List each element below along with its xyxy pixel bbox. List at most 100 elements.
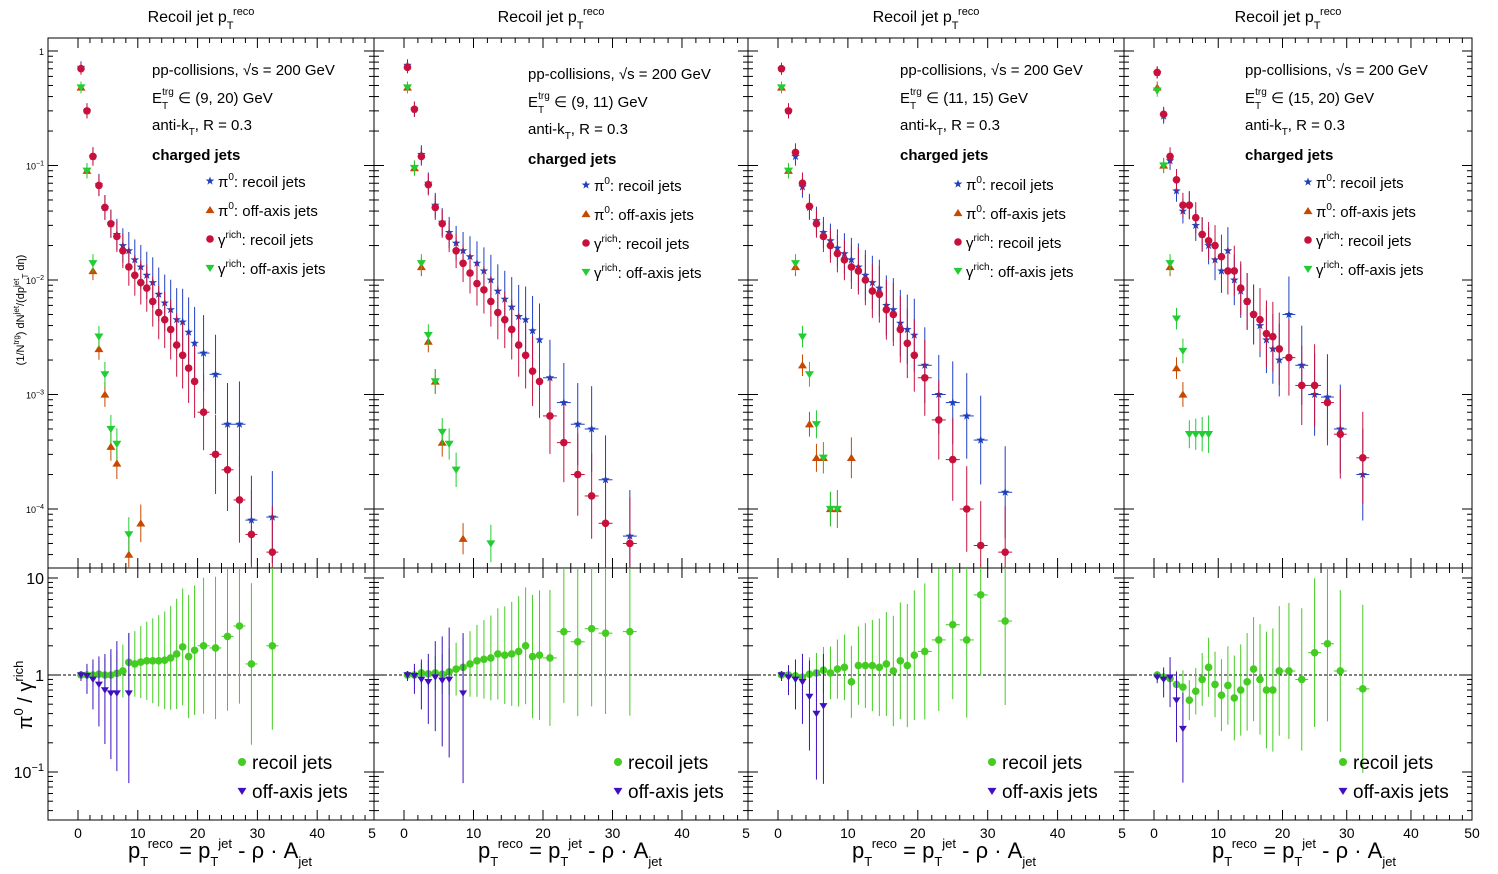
data-point xyxy=(247,660,256,668)
data-point xyxy=(410,673,419,680)
data-point xyxy=(1230,267,1239,275)
data-point xyxy=(106,425,116,434)
data-point xyxy=(545,373,555,382)
data-point xyxy=(268,548,277,556)
legend-marker xyxy=(953,267,963,276)
data-point xyxy=(1236,284,1245,292)
x-tick-label: 40 xyxy=(1403,825,1419,841)
y-tick-label: 10−1 xyxy=(26,161,44,172)
data-point xyxy=(1310,648,1319,657)
data-point xyxy=(154,657,163,665)
data-point xyxy=(166,654,175,662)
ratio-recoil-series xyxy=(77,568,279,745)
data-point xyxy=(494,650,502,658)
data-point xyxy=(131,660,139,668)
legend-entry: π0: off-axis jets xyxy=(966,204,1066,223)
legend-marker xyxy=(205,176,215,185)
data-point xyxy=(868,287,877,295)
data-point xyxy=(125,263,133,271)
data-point xyxy=(1230,694,1239,702)
data-point xyxy=(83,107,91,115)
data-point xyxy=(247,530,256,539)
data-point xyxy=(1256,315,1264,324)
data-point xyxy=(494,308,502,317)
data-point xyxy=(89,152,97,161)
data-point xyxy=(124,531,134,539)
data-point xyxy=(948,620,957,629)
data-point xyxy=(100,371,110,379)
panel-3: 0 10 20 30 40 5 pTreco = pTjet - ρ · Ajet Recoi… xyxy=(747,6,1126,869)
data-point xyxy=(142,657,151,665)
legend-marker xyxy=(1304,236,1312,244)
series-down xyxy=(1152,84,1214,454)
data-point xyxy=(94,333,104,341)
data-point xyxy=(1172,697,1181,704)
series-up xyxy=(776,81,856,528)
data-point xyxy=(840,256,849,264)
data-point xyxy=(546,654,554,662)
data-point xyxy=(94,681,103,689)
data-point xyxy=(804,420,814,428)
data-point xyxy=(1284,310,1294,319)
data-point xyxy=(797,333,807,341)
data-point xyxy=(861,276,870,284)
data-point xyxy=(798,679,807,686)
charged-jets-label: charged jets xyxy=(152,147,240,164)
data-point xyxy=(223,419,232,428)
y-tick-label: 10−4 xyxy=(26,504,44,515)
ratio-offaxis-series xyxy=(777,653,828,784)
data-point xyxy=(190,338,199,347)
data-point xyxy=(1153,674,1162,681)
collision-label: pp-collisions, √s = 200 GeV xyxy=(528,66,711,83)
data-point xyxy=(1243,297,1251,306)
ratio-offaxis-series xyxy=(403,627,468,784)
legend-marker xyxy=(987,787,997,796)
data-point xyxy=(528,326,537,335)
data-point xyxy=(487,654,495,662)
panel-title: Recoil jet pTreco xyxy=(1235,6,1342,32)
data-point xyxy=(832,505,842,514)
x-tick-label: 5 xyxy=(742,825,750,841)
data-point xyxy=(160,315,169,324)
data-point xyxy=(160,656,169,665)
data-point xyxy=(847,263,856,271)
data-point xyxy=(100,390,110,398)
y-tick-label: 10−3 xyxy=(26,390,44,401)
data-point xyxy=(178,351,187,360)
legend-entry: γrich: off-axis jets xyxy=(594,263,702,282)
data-point xyxy=(1224,267,1232,275)
data-point xyxy=(131,271,139,280)
data-point xyxy=(546,412,554,420)
panel-2: 0 10 20 30 40 5 pTreco = pTjet - ρ · Ajet Recoi… xyxy=(373,6,750,869)
data-point xyxy=(487,297,495,306)
ratio-legend-entry: off-axis jets xyxy=(1353,782,1449,803)
data-point xyxy=(235,622,244,630)
ratio-recoil-series xyxy=(403,568,637,726)
data-point xyxy=(1001,617,1009,625)
data-point xyxy=(1262,686,1271,694)
x-tick-label: 20 xyxy=(190,825,206,841)
data-point xyxy=(626,539,634,548)
data-point xyxy=(861,661,870,670)
legend-entry: π0: recoil jets xyxy=(594,176,682,195)
data-point xyxy=(268,642,277,650)
trigger-energy-label: ETtrg ∈ (9, 11) GeV xyxy=(528,91,648,116)
data-point xyxy=(1001,548,1009,556)
data-point xyxy=(438,677,447,684)
data-point xyxy=(1184,431,1194,439)
data-point xyxy=(1171,364,1181,372)
ratio-recoil-series xyxy=(777,568,1013,728)
x-tick-label: 5 xyxy=(368,825,376,841)
data-point xyxy=(480,655,488,664)
data-point xyxy=(172,650,181,658)
data-point xyxy=(1224,681,1232,690)
data-point xyxy=(178,317,187,326)
data-point xyxy=(587,424,596,433)
legend-entry: γrich: recoil jets xyxy=(966,233,1061,252)
series-star xyxy=(777,62,1013,539)
algorithm-label: anti-kT, R = 0.3 xyxy=(152,117,252,138)
series-up xyxy=(76,81,146,568)
data-point xyxy=(811,453,821,461)
series-down xyxy=(76,81,134,552)
